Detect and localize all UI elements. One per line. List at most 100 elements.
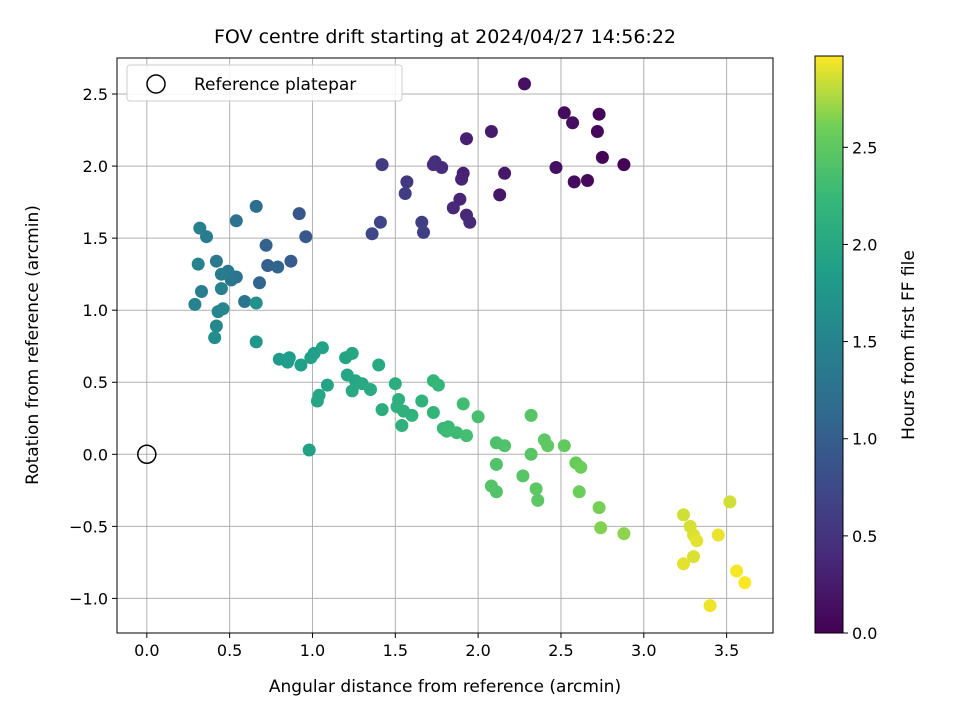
colorbar-ticks: 0.0 0.5 1.0 1.5 2.0 2.5 bbox=[843, 138, 877, 643]
data-point bbox=[249, 199, 263, 213]
data-point bbox=[214, 267, 228, 281]
colorbar-label: Hours from first FF file bbox=[899, 250, 919, 440]
data-point bbox=[498, 166, 512, 180]
x-axis: 0.0 0.5 1.0 1.5 2.0 2.5 3.0 3.5 bbox=[134, 633, 739, 660]
data-point bbox=[498, 439, 512, 453]
data-point bbox=[299, 230, 313, 244]
data-point bbox=[431, 378, 445, 392]
x-tick-label: 3.0 bbox=[631, 641, 656, 660]
y-tick-label: 1.0 bbox=[83, 301, 108, 320]
y-tick-label: 2.5 bbox=[83, 85, 108, 104]
chart-title: FOV centre drift starting at 2024/04/27 … bbox=[214, 26, 676, 48]
data-point bbox=[208, 331, 222, 345]
y-tick-label: 0.5 bbox=[83, 373, 108, 392]
data-point bbox=[238, 295, 252, 308]
x-tick-label: 0.5 bbox=[217, 641, 242, 660]
data-point bbox=[345, 346, 359, 360]
colorbar-tick-label: 2.5 bbox=[852, 138, 877, 157]
data-point bbox=[211, 305, 225, 319]
x-tick-label: 2.5 bbox=[548, 641, 573, 660]
legend-box bbox=[126, 64, 403, 102]
data-point bbox=[524, 408, 538, 422]
x-tick-label: 1.0 bbox=[300, 641, 325, 660]
data-point bbox=[388, 377, 402, 391]
data-point bbox=[730, 564, 744, 578]
data-point bbox=[400, 175, 414, 189]
y-tick-label: −1.0 bbox=[69, 589, 108, 608]
data-point bbox=[294, 358, 308, 372]
data-point bbox=[471, 410, 485, 424]
data-point bbox=[460, 429, 473, 443]
reference-platepar-marker bbox=[137, 444, 157, 465]
data-point bbox=[687, 550, 700, 564]
data-point bbox=[723, 495, 737, 509]
data-point bbox=[516, 469, 530, 483]
data-point bbox=[188, 297, 202, 311]
legend-entry-label: Reference platepar bbox=[194, 75, 356, 95]
data-point bbox=[249, 335, 263, 349]
data-point bbox=[209, 319, 223, 333]
data-point bbox=[375, 403, 389, 417]
colorbar-tick-label: 1.5 bbox=[852, 333, 877, 352]
y-tick-label: −0.5 bbox=[69, 517, 108, 536]
data-point bbox=[557, 106, 571, 120]
data-point bbox=[617, 158, 631, 172]
data-point bbox=[364, 383, 377, 396]
plot-background bbox=[117, 58, 773, 633]
data-point bbox=[574, 460, 588, 474]
data-point bbox=[209, 254, 223, 268]
data-point bbox=[417, 225, 430, 239]
x-tick-label: 2.0 bbox=[465, 641, 490, 660]
data-point bbox=[566, 116, 580, 130]
grid-lines bbox=[117, 58, 773, 633]
plot-frame bbox=[116, 57, 774, 634]
data-point bbox=[493, 188, 507, 202]
data-point bbox=[531, 493, 545, 507]
data-point bbox=[592, 107, 606, 121]
data-point bbox=[426, 406, 440, 419]
data-point bbox=[415, 215, 429, 229]
x-tick-label: 3.5 bbox=[714, 641, 739, 660]
data-point bbox=[738, 576, 752, 590]
data-point bbox=[375, 158, 389, 172]
data-point bbox=[372, 358, 386, 372]
data-point bbox=[315, 341, 329, 355]
data-point bbox=[310, 394, 324, 408]
data-point bbox=[541, 439, 555, 453]
data-point bbox=[229, 214, 243, 228]
data-point bbox=[617, 527, 631, 541]
data-point bbox=[518, 77, 531, 91]
data-point bbox=[524, 447, 538, 461]
data-point bbox=[677, 508, 690, 522]
data-point bbox=[281, 355, 295, 369]
data-point bbox=[214, 282, 228, 296]
data-point bbox=[395, 419, 409, 432]
colorbar: 0.0 0.5 1.0 1.5 2.0 2.5 Hours from first FF f… bbox=[814, 55, 919, 643]
data-point bbox=[271, 260, 285, 274]
colorbar-tick-label: 1.0 bbox=[852, 430, 877, 449]
y-axis-label: Rotation from reference (arcmin) bbox=[23, 205, 43, 485]
data-point bbox=[191, 257, 205, 271]
legend-marker bbox=[146, 74, 166, 94]
data-point bbox=[284, 254, 298, 268]
colorbar-tick-label: 0.5 bbox=[852, 527, 877, 546]
data-point bbox=[450, 426, 464, 440]
data-point bbox=[529, 482, 543, 496]
data-point bbox=[690, 534, 704, 548]
data-point bbox=[398, 187, 412, 200]
data-point bbox=[415, 394, 429, 408]
data-point bbox=[373, 215, 387, 229]
data-point bbox=[435, 161, 449, 174]
data-point bbox=[549, 161, 563, 174]
x-tick-label: 0.0 bbox=[134, 641, 159, 660]
colorbar-gradient bbox=[814, 55, 844, 634]
data-point bbox=[711, 528, 725, 542]
data-point bbox=[590, 125, 604, 138]
data-point bbox=[557, 439, 571, 453]
data-point bbox=[677, 557, 690, 571]
colorbar-tick-label: 2.0 bbox=[852, 235, 877, 254]
data-point bbox=[567, 175, 581, 189]
data-point bbox=[460, 132, 473, 146]
data-point bbox=[253, 276, 266, 290]
